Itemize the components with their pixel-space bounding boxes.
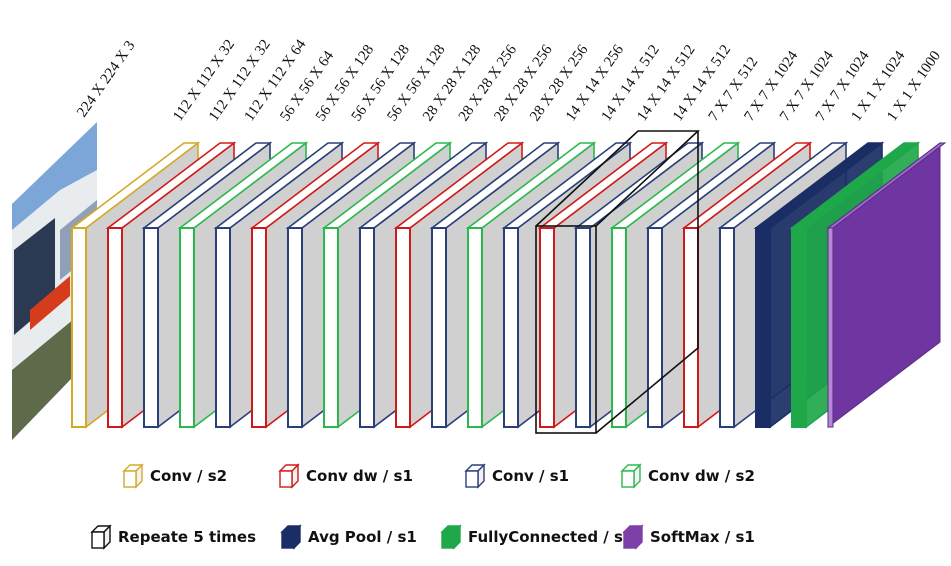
legend-item-conv-dw-s1: Conv dw / s1 xyxy=(278,463,413,489)
input-dimension-label: 224 X 224 X 3 xyxy=(74,38,138,120)
legend-item-conv-s2: Conv / s2 xyxy=(122,463,227,489)
avg-pool-swatch-icon xyxy=(280,524,302,550)
fully-connected-swatch-icon xyxy=(440,524,462,550)
legend-item-repeat: Repeate 5 times xyxy=(90,524,256,550)
legend-item-softmax: SoftMax / s1 xyxy=(622,524,755,550)
legend-label: Repeate 5 times xyxy=(118,528,257,546)
legend-label: Conv / s1 xyxy=(492,467,570,485)
legend-item-avg-pool: Avg Pool / s1 xyxy=(280,524,417,550)
conv-dw-s2-swatch-icon xyxy=(620,463,642,489)
repeat-swatch-icon xyxy=(90,524,112,550)
repeat-5-times-marker xyxy=(535,130,701,434)
legend-label: Conv dw / s2 xyxy=(648,467,755,485)
legend-item-fully-connected: FullyConnected / s1 xyxy=(440,524,633,550)
conv-s1-swatch-icon xyxy=(464,463,486,489)
legend-label: Conv / s2 xyxy=(150,467,228,485)
legend-label: Avg Pool / s1 xyxy=(308,528,417,546)
legend-label: SoftMax / s1 xyxy=(650,528,755,546)
softmax-swatch-icon xyxy=(622,524,644,550)
layer-block-22-softmax xyxy=(826,141,947,429)
conv-s2-swatch-icon xyxy=(122,463,144,489)
legend-label: Conv dw / s1 xyxy=(306,467,413,485)
legend-item-conv-dw-s2: Conv dw / s2 xyxy=(620,463,755,489)
legend-item-conv-s1: Conv / s1 xyxy=(464,463,569,489)
legend-label: FullyConnected / s1 xyxy=(468,528,634,546)
conv-dw-s1-swatch-icon xyxy=(278,463,300,489)
